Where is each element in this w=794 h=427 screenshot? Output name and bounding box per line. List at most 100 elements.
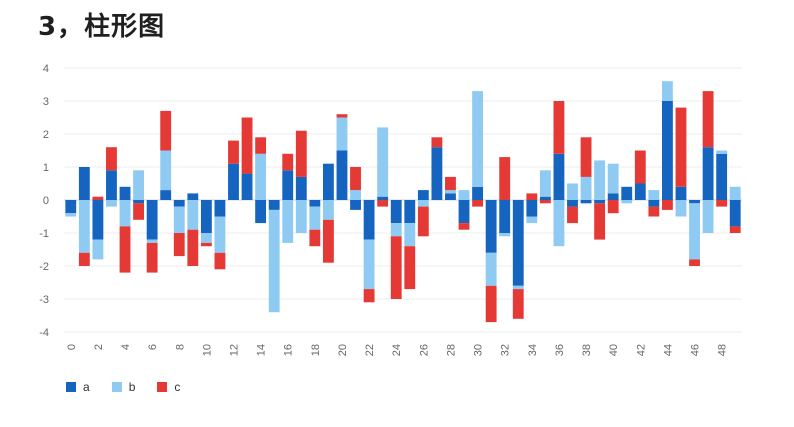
bar-b — [65, 213, 77, 217]
bar-c — [553, 101, 565, 154]
bar-a — [133, 200, 145, 204]
bar-b — [404, 223, 416, 247]
bar-b — [295, 200, 307, 233]
y-tick-label: -3 — [39, 294, 49, 306]
bar-a — [282, 170, 294, 200]
bar-a — [567, 200, 578, 207]
bars — [65, 81, 741, 323]
bar-a — [119, 186, 131, 200]
bar-c — [133, 203, 145, 220]
bar-a — [472, 186, 484, 200]
x-tick-label: 20 — [337, 344, 349, 356]
y-tick-label: -1 — [39, 228, 49, 240]
bar-c — [214, 252, 226, 270]
bar-a — [78, 167, 90, 200]
x-tick-label: 34 — [527, 344, 539, 356]
bar-b — [702, 200, 714, 233]
bar-b — [309, 206, 321, 230]
bar-b — [322, 200, 334, 220]
bar-b — [485, 252, 497, 286]
bar-c — [92, 196, 104, 200]
bar-a — [702, 147, 714, 200]
bar-a — [607, 193, 619, 200]
bar-a — [431, 147, 443, 200]
bar-a — [580, 200, 592, 204]
bar-b — [119, 200, 131, 227]
bar-a — [295, 176, 307, 200]
bar-c — [661, 200, 673, 210]
bar-a — [241, 173, 253, 200]
bar-c — [146, 242, 158, 273]
x-tick-label: 42 — [635, 344, 647, 356]
bar-a — [458, 200, 470, 224]
bar-c — [458, 223, 470, 230]
bar-c — [512, 289, 524, 319]
bar-c — [200, 242, 212, 247]
bar-c — [322, 219, 334, 263]
x-tick-label: 18 — [310, 344, 322, 356]
bar-c — [702, 91, 714, 148]
bar-a — [200, 200, 212, 233]
x-tick-label: 2 — [93, 344, 105, 350]
bar-b — [512, 285, 524, 290]
bar-b — [675, 200, 687, 217]
bar-c — [539, 200, 551, 204]
bar-b — [214, 216, 226, 253]
bar-b — [350, 190, 361, 200]
bar-c — [472, 200, 484, 207]
x-tick-label: 44 — [662, 344, 674, 356]
bar-a — [512, 200, 524, 286]
bar-c — [580, 137, 592, 177]
bar-c — [228, 140, 239, 164]
legend-item-c[interactable]: c — [157, 380, 180, 394]
bar-a — [716, 153, 728, 200]
bar-a — [661, 101, 673, 200]
bar-a — [689, 200, 700, 204]
bar-a — [445, 193, 456, 200]
bar-a — [65, 200, 77, 214]
bar-b — [78, 200, 90, 253]
bar-c — [377, 200, 389, 207]
bar-a — [675, 186, 687, 200]
y-axis: 4 3 2 1 0 -1 -2 -3 -4 — [39, 63, 49, 339]
bar-b — [716, 150, 728, 154]
bar-a — [526, 200, 538, 217]
bar-b — [282, 200, 294, 243]
bar-a — [322, 163, 334, 200]
bar-b — [133, 170, 145, 200]
legend-item-b[interactable]: b — [111, 380, 135, 394]
bar-b — [187, 200, 199, 230]
bar-b — [92, 239, 104, 260]
bar-a — [309, 200, 321, 207]
bar-c — [336, 114, 348, 118]
bar-c — [255, 137, 267, 154]
x-axis: 0 2 4 6 8 10 12 14 16 18 20 22 24 26 28 30 32 34 36 38 40 42 4… — [66, 344, 729, 356]
bar-c — [295, 130, 307, 177]
legend-item-a[interactable]: a — [66, 380, 90, 394]
bar-b — [580, 176, 592, 200]
bar-c — [106, 147, 117, 171]
bar-a — [404, 200, 416, 224]
bar-b — [200, 233, 212, 243]
bar-b — [648, 190, 660, 200]
bar-a — [228, 163, 239, 200]
y-tick-label: 3 — [43, 96, 49, 108]
y-tick-label: 0 — [43, 195, 49, 207]
bar-a — [594, 200, 606, 204]
bar-b — [377, 127, 389, 197]
bar-b — [390, 223, 402, 237]
bar-c — [363, 289, 375, 303]
legend-label-c: c — [174, 380, 181, 394]
bar-b — [567, 183, 578, 200]
bar-c — [648, 206, 660, 217]
legend-swatch-a — [66, 382, 76, 392]
y-tick-label: 4 — [43, 63, 49, 75]
bar-c — [499, 157, 511, 200]
bar-a — [377, 196, 389, 200]
bar-c — [404, 246, 416, 290]
x-tick-label: 8 — [174, 344, 186, 350]
bar-a — [390, 200, 402, 224]
y-tick-label: 1 — [43, 162, 49, 174]
bar-b — [472, 91, 484, 187]
bar-c — [309, 229, 321, 247]
